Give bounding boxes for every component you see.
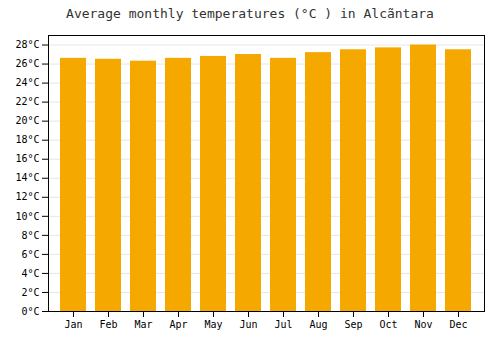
- svg-text:Dec: Dec: [449, 319, 467, 330]
- svg-text:22°C: 22°C: [15, 96, 39, 107]
- svg-text:20°C: 20°C: [15, 115, 39, 126]
- svg-text:16°C: 16°C: [15, 153, 39, 164]
- svg-text:24°C: 24°C: [15, 77, 39, 88]
- svg-text:Jan: Jan: [64, 319, 82, 330]
- svg-text:26°C: 26°C: [15, 58, 39, 69]
- svg-text:May: May: [204, 319, 222, 330]
- svg-text:Jun: Jun: [239, 319, 257, 330]
- svg-text:14°C: 14°C: [15, 172, 39, 183]
- svg-text:10°C: 10°C: [15, 211, 39, 222]
- svg-text:2°C: 2°C: [21, 287, 39, 298]
- svg-text:0°C: 0°C: [21, 306, 39, 317]
- svg-text:18°C: 18°C: [15, 134, 39, 145]
- svg-text:Mar: Mar: [134, 319, 152, 330]
- svg-text:Aug: Aug: [309, 319, 327, 330]
- svg-text:6°C: 6°C: [21, 249, 39, 260]
- svg-text:8°C: 8°C: [21, 230, 39, 241]
- svg-text:Nov: Nov: [414, 319, 432, 330]
- html-text:Average monthly temperatures (: Average monthly temperatures (°C ) in Al…: [66, 6, 434, 21]
- svg-text:28°C: 28°C: [15, 39, 39, 50]
- svg-text:4°C: 4°C: [21, 268, 39, 279]
- svg-text:Oct: Oct: [379, 319, 397, 330]
- svg-text:12°C: 12°C: [15, 191, 39, 202]
- svg-text:Apr: Apr: [169, 319, 187, 330]
- svg-text:Feb: Feb: [99, 319, 117, 330]
- svg-text:Jul: Jul: [274, 319, 292, 330]
- svg-text:Sep: Sep: [344, 319, 362, 330]
